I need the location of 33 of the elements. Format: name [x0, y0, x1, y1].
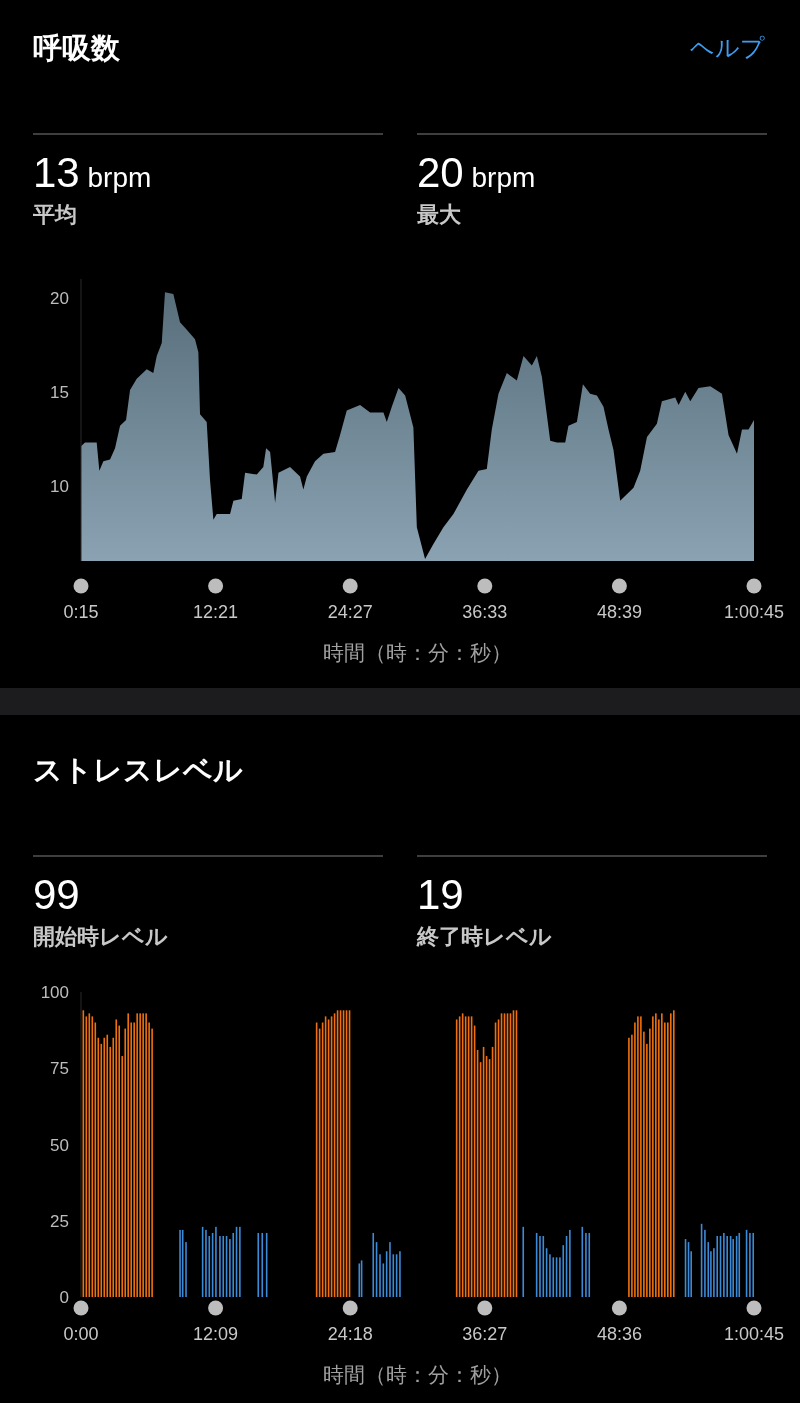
x-tick-label: 24:27 [327, 602, 373, 622]
x-tick-label: 12:21 [193, 602, 239, 622]
text: 99 [33, 871, 80, 918]
text: 終了時レベル [416, 924, 552, 949]
x-tick-label: 0:15 [63, 602, 99, 622]
text: 最大 [416, 202, 462, 227]
text: 13 brpm [33, 149, 152, 196]
chart-title: 呼吸数 [33, 32, 121, 64]
chart-title: ストレスレベル [33, 754, 243, 786]
text: 開始時レベル [33, 924, 168, 949]
text: 平均 [32, 202, 77, 227]
x-tick-label: 1:00:45 [723, 1324, 785, 1344]
x-tick-label: 48:39 [596, 602, 642, 622]
y-tick-label: 100 [40, 983, 69, 1002]
x-axis-title: 時間（時：分：秒） [323, 641, 512, 664]
text: 20 brpm [417, 149, 536, 196]
y-tick-label: 10 [50, 476, 69, 496]
text: 19 [417, 871, 464, 918]
x-tick-label: 0:00 [63, 1324, 99, 1344]
x-tick-label: 12:09 [193, 1324, 239, 1344]
x-axis-title: 時間（時：分：秒） [323, 1363, 512, 1386]
x-tick-label: 24:18 [327, 1324, 373, 1344]
y-tick-label: 25 [50, 1211, 69, 1231]
x-tick-label: 36:33 [462, 602, 508, 622]
y-tick-label: 15 [50, 382, 69, 402]
y-tick-label: 50 [50, 1135, 69, 1155]
y-tick-label: 20 [50, 288, 69, 308]
y-tick-label: 0 [59, 1288, 69, 1307]
x-tick-label: 1:00:45 [723, 602, 785, 622]
x-tick-label: 48:36 [596, 1324, 642, 1344]
x-tick-label: 36:27 [462, 1324, 508, 1344]
y-tick-label: 75 [50, 1059, 69, 1079]
chart-subtitle: ヘルプ [690, 34, 765, 61]
